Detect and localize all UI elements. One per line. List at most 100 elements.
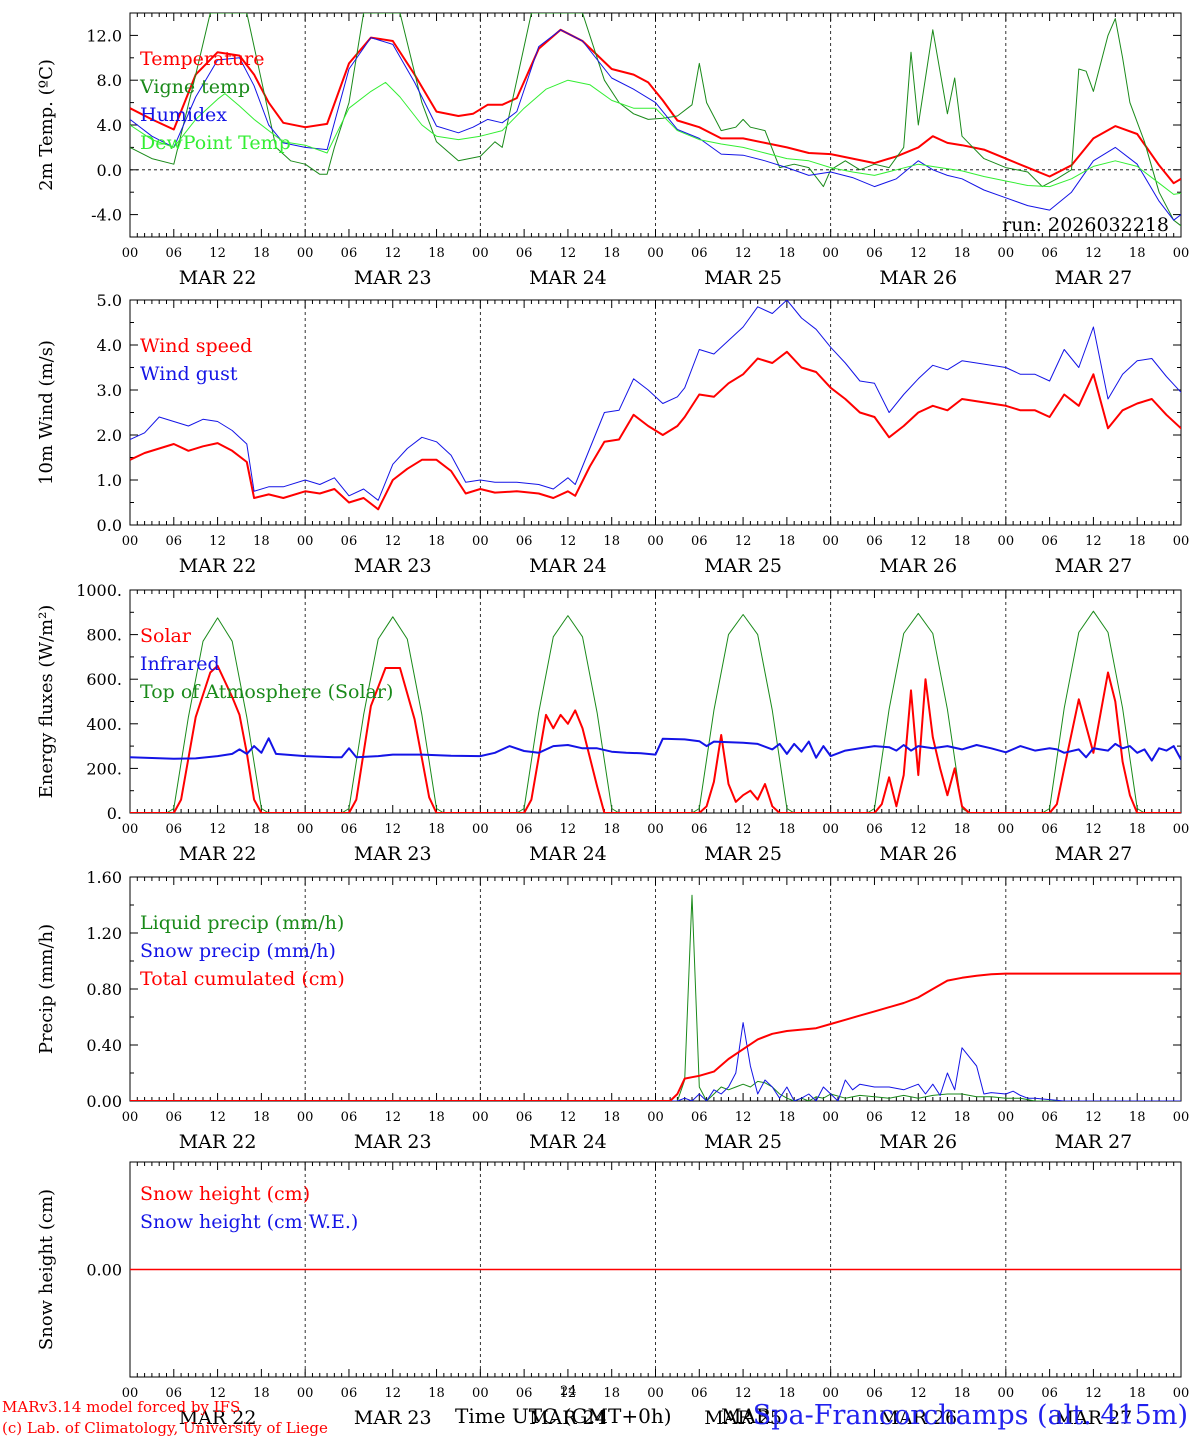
day-label: MAR 24 <box>529 843 607 865</box>
x-tick-label: 12 <box>209 246 226 261</box>
x-tick-label: 12 <box>560 1386 577 1401</box>
y-axis-title: 10m Wind (m/s) <box>36 340 57 485</box>
x-tick-label: 00 <box>122 534 139 549</box>
x-tick-label: 06 <box>166 534 183 549</box>
x-tick-label: 00 <box>647 1110 664 1125</box>
x-tick-label: 12 <box>384 534 401 549</box>
x-tick-label: 12 <box>209 822 226 837</box>
series-line-temperature <box>130 28 1181 185</box>
x-tick-label: 12 <box>209 1386 226 1401</box>
panel-5: 00 06 12 18 00 06 12 18 00 06 12 18 00 06 12 18 00 06 12 18… <box>36 1161 1189 1429</box>
day-label: MAR 23 <box>354 1131 432 1153</box>
x-tick-label: 18 <box>253 1386 270 1401</box>
day-label: MAR 25 <box>704 843 782 865</box>
day-label: MAR 23 <box>354 843 432 865</box>
x-tick-label: 00 <box>122 822 139 837</box>
series-line-solar <box>130 664 1181 813</box>
x-tick-label: 18 <box>779 246 796 261</box>
x-tick-label: 12 <box>1085 1386 1102 1401</box>
x-tick-label: 18 <box>428 1386 445 1401</box>
x-tick-label: 00 <box>822 822 839 837</box>
x-tick-label: 06 <box>341 822 358 837</box>
x-tick-label: 12 <box>560 1110 577 1125</box>
x-tick-label: 00 <box>822 246 839 261</box>
x-tick-label: 06 <box>866 534 883 549</box>
series-group <box>130 300 1181 511</box>
y-tick-label: 4.0 <box>97 116 122 135</box>
y-axis-title: Snow height (cm) <box>36 1189 57 1350</box>
plot-frame <box>129 12 1182 238</box>
x-tick-label: 00 <box>998 534 1015 549</box>
x-tick-label: 06 <box>866 1110 883 1125</box>
x-tick-label: 06 <box>1041 246 1058 261</box>
legend-entry: Snow precip (mm/h) <box>140 940 336 962</box>
series-line-infrared <box>130 737 1181 762</box>
x-tick-label: 00 <box>122 1386 139 1401</box>
x-tick-label: 06 <box>341 1386 358 1401</box>
x-tick-label: 06 <box>866 822 883 837</box>
y-tick-label: 12.0 <box>86 26 122 45</box>
x-tick-label: 06 <box>1041 1386 1058 1401</box>
day-label: MAR 26 <box>879 267 957 289</box>
time-axis-title: Time UTC (GMT+0h) <box>455 1404 672 1428</box>
day-label: MAR 23 <box>354 555 432 577</box>
y-tick-label: 400. <box>86 715 122 734</box>
x-tick-label: 00 <box>122 1110 139 1125</box>
day-label: MAR 25 <box>704 267 782 289</box>
x-tick-label: 00 <box>297 822 314 837</box>
x-tick-label: 06 <box>516 822 533 837</box>
legend-entry: Vigne temp <box>139 76 250 98</box>
x-tick-label: 18 <box>253 534 270 549</box>
panel-4: 00 06 12 18 00 06 12 18 00 06 12 18 00 06 12 18 00 06 12 18… <box>36 868 1189 1153</box>
x-tick-label: 06 <box>691 822 708 837</box>
x-tick-label: 12 <box>735 1386 752 1401</box>
y-tick-label: 0.40 <box>86 1036 122 1055</box>
x-tick-label: 12 <box>735 534 752 549</box>
y-tick-label: 1.60 <box>86 868 122 887</box>
x-tick-label: 06 <box>866 246 883 261</box>
small-day-label: 24 <box>560 1384 577 1399</box>
x-tick-label: 18 <box>954 534 971 549</box>
x-tick-label: 18 <box>954 1386 971 1401</box>
x-tick-label: 18 <box>428 1110 445 1125</box>
x-tick-label: 12 <box>1085 822 1102 837</box>
day-label: MAR 24 <box>529 1131 607 1153</box>
panel-2: 00 06 12 18 00 06 12 18 00 06 12 18 00 06 12 18 00 06 12 18… <box>36 291 1189 577</box>
lab-credit: (c) Lab. of Climatology, University of L… <box>2 1419 328 1437</box>
series-group <box>130 894 1181 1101</box>
x-tick-label: 18 <box>253 246 270 261</box>
x-tick-label: 00 <box>472 1110 489 1125</box>
x-tick-label: 18 <box>954 822 971 837</box>
x-tick-label: 18 <box>954 246 971 261</box>
series-line-snow-precip-mm-h <box>130 1022 1181 1101</box>
y-tick-label: 2.0 <box>97 426 122 445</box>
x-tick-label: 18 <box>253 822 270 837</box>
y-tick-label: 5.0 <box>97 291 122 310</box>
legend-entry: Solar <box>140 625 192 647</box>
series-line-liquid-precip-mm-h <box>130 894 1181 1101</box>
x-tick-label: 06 <box>341 1110 358 1125</box>
x-tick-label: 12 <box>1085 534 1102 549</box>
plot-frame <box>129 299 1182 526</box>
x-tick-label: 18 <box>779 534 796 549</box>
y-tick-label: 1000. <box>76 581 122 600</box>
x-tick-label: 06 <box>516 534 533 549</box>
x-tick-label: 00 <box>472 246 489 261</box>
x-tick-label: 12 <box>910 246 927 261</box>
x-tick-label: 12 <box>209 534 226 549</box>
x-tick-label: 00 <box>647 1386 664 1401</box>
series-line-humidex <box>130 29 1181 221</box>
panel-1: 00 06 12 18 00 06 12 18 00 06 12 18 00 06 12 18 00 06 12 18… <box>36 12 1189 289</box>
day-label: MAR 26 <box>879 1407 957 1429</box>
x-tick-label: 12 <box>560 534 577 549</box>
y-tick-label: 0.00 <box>86 1261 122 1280</box>
x-tick-label: 18 <box>1129 246 1146 261</box>
x-tick-label: 06 <box>166 1110 183 1125</box>
x-tick-label: 00 <box>822 1386 839 1401</box>
series-line-wind-gust <box>130 300 1181 501</box>
legend-entry: Temperature <box>140 48 264 70</box>
series-line-dewpoint-temp <box>130 79 1181 195</box>
y-tick-label: 4.0 <box>97 336 122 355</box>
y-axis-title: Energy fluxes (W/m²) <box>36 605 57 799</box>
